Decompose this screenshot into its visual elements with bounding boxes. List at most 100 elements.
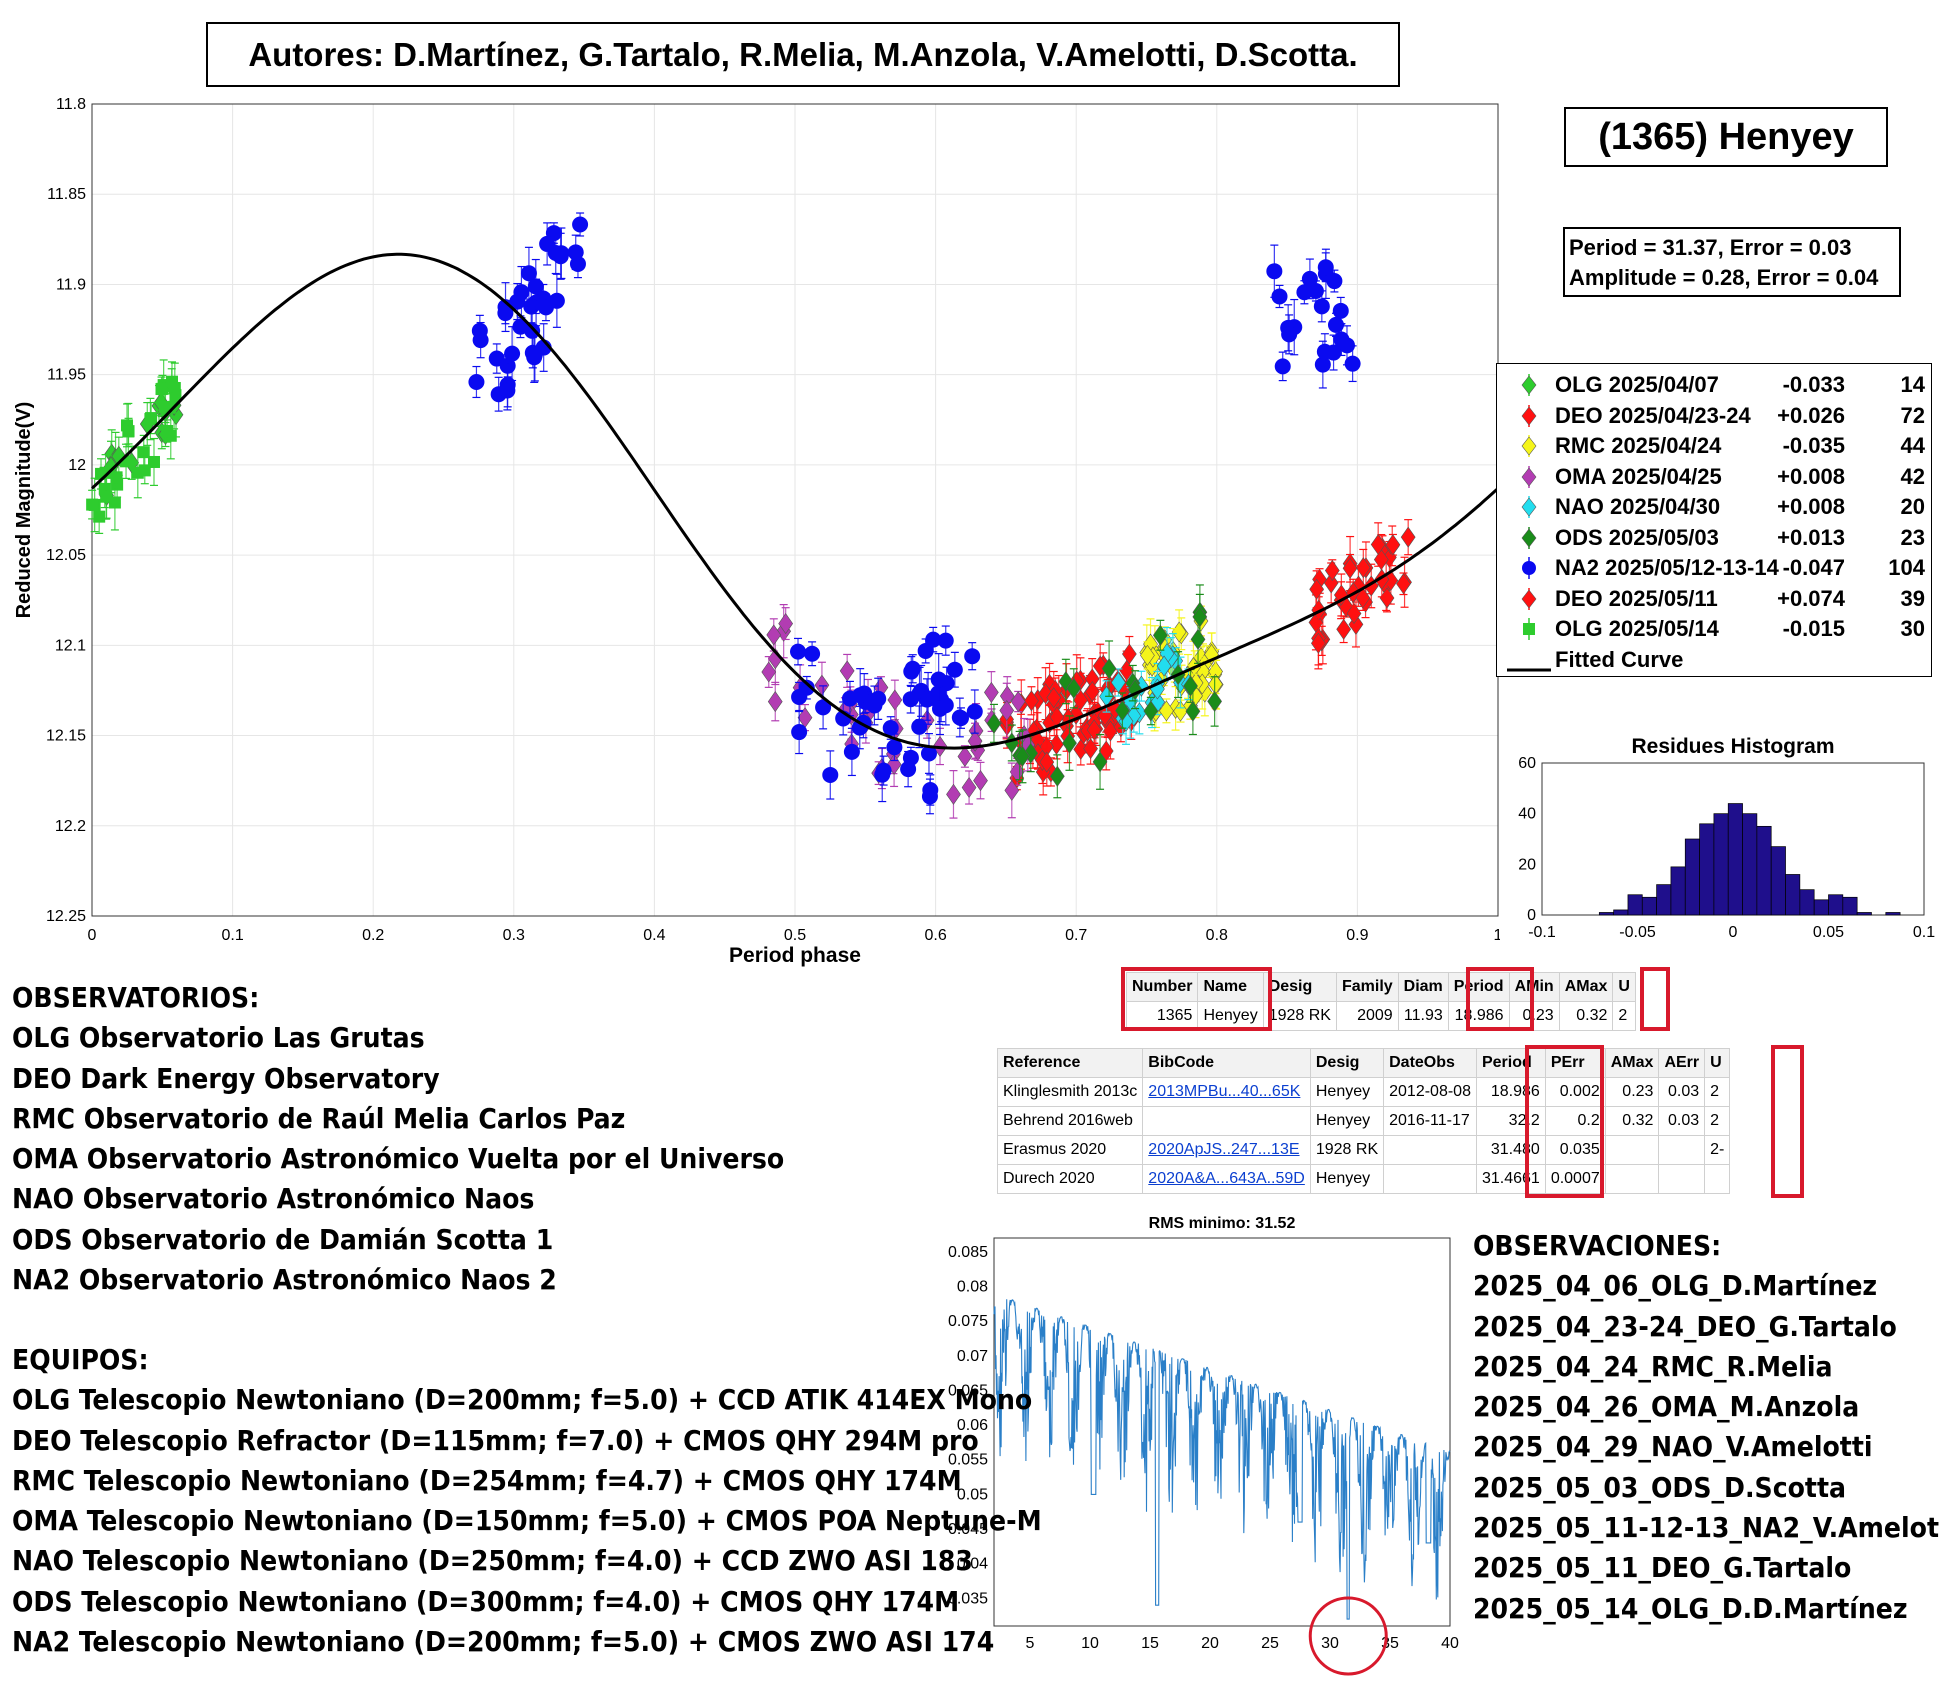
data-point — [93, 510, 106, 523]
references-table: Reference BibCode Desig DateObs Period PErr AM… — [996, 1048, 1731, 1194]
observacion-item: 2025_05_14_OLG_D.D.Martínez — [1473, 1591, 1908, 1625]
table-row: Behrend 2016web Henyey 2016-11-17 32.2 0.2 0.… — [996, 1106, 1731, 1136]
histogram-bar — [1770, 846, 1786, 916]
series-7 — [1308, 519, 1416, 670]
data-point — [1183, 675, 1198, 697]
table-cell[interactable]: 2020ApJS..247...13E — [1142, 1135, 1311, 1165]
data-point — [1314, 356, 1331, 373]
y-tick-label: 12.25 — [46, 908, 86, 925]
data-point — [504, 345, 521, 362]
legend-label: OLG 2025/05/14 — [1555, 616, 1719, 641]
residues-histogram: Residues Histogram -0.1 -0.05 0 0.05 0.1 0 20 40… — [1518, 735, 1935, 941]
table-cell[interactable]: 2020A&A...643A..59D — [1142, 1164, 1311, 1194]
data-point — [946, 783, 961, 805]
rms-x-tick: 40 — [1441, 1635, 1459, 1652]
column-header: Desig — [1262, 972, 1337, 1002]
data-point — [1344, 355, 1361, 372]
legend-count: 39 — [1900, 585, 1925, 611]
rms-y-tick: 0.08 — [957, 1279, 988, 1296]
legend-marker — [1521, 404, 1537, 427]
data-point — [852, 687, 869, 704]
legend-marker — [1521, 465, 1537, 488]
equipo-item: DEO Telescopio Refractor (D=115mm; f=7.0… — [12, 1423, 979, 1457]
rms-y-tick: 0.045 — [948, 1521, 988, 1538]
table-cell[interactable]: 2013MPBu...40...65K — [1142, 1077, 1311, 1107]
column-header: Desig — [1309, 1048, 1385, 1078]
x-tick-label: 0.9 — [1346, 927, 1368, 944]
legend-entry: DEO 2025/05/11 +0.074 39 — [1497, 584, 1931, 614]
table-cell: 2 — [1704, 1077, 1731, 1107]
data-point — [1010, 691, 1026, 713]
data-point — [911, 718, 928, 735]
data-point — [165, 380, 178, 393]
rms-y-tick: 0.065 — [948, 1382, 988, 1399]
legend-marker — [1522, 557, 1536, 579]
legend-entry: OLG 2025/05/14 -0.015 30 — [1497, 614, 1931, 644]
rms-curve — [993, 1299, 1451, 1620]
legend-entry: ODS 2025/05/03 +0.013 23 — [1497, 523, 1931, 553]
data-point — [1266, 263, 1283, 280]
equipo-item: RMC Telescopio Newtoniano (D=254mm; f=4.… — [12, 1463, 962, 1497]
observatorio-item: DEO Dark Energy Observatory — [12, 1061, 440, 1095]
data-point — [1092, 751, 1108, 773]
histogram-bar — [1684, 838, 1700, 916]
data-point — [468, 373, 485, 390]
data-point — [1173, 700, 1188, 722]
highlight-u — [1640, 967, 1670, 1031]
data-point — [917, 642, 934, 659]
legend-count: 72 — [1900, 402, 1925, 428]
data-point — [932, 700, 949, 717]
histogram-bar — [1785, 874, 1801, 916]
rms-x-tick: 30 — [1321, 1635, 1339, 1652]
hist-x-tick: -0.05 — [1619, 924, 1656, 941]
column-header: U — [1704, 1048, 1731, 1078]
table-cell: Durech 2020 — [996, 1164, 1144, 1194]
histogram-bar — [1641, 896, 1657, 916]
data-point — [887, 689, 903, 711]
data-point — [1274, 358, 1291, 375]
legend-marker — [1521, 526, 1537, 549]
y-tick-label: 11.9 — [56, 276, 86, 293]
x-tick-label: 0 — [88, 927, 97, 944]
data-point — [875, 762, 892, 779]
legend-marker — [1521, 587, 1537, 610]
data-point — [527, 278, 544, 295]
observacion-item: 2025_05_11_DEO_G.Tartalo — [1473, 1551, 1852, 1585]
highlight-number-name — [1121, 967, 1272, 1031]
data-point — [804, 645, 821, 662]
legend-count: 42 — [1900, 463, 1925, 489]
chart-legend: OLG 2025/04/07 -0.033 14 DEO 2025/04/23-24 +… — [1496, 363, 1932, 677]
data-point — [951, 709, 968, 726]
data-point — [539, 235, 556, 252]
fit-amplitude: Amplitude = 0.28, Error = 0.04 — [1569, 265, 1879, 290]
legend-count: 104 — [1888, 555, 1925, 580]
y-tick-label: 11.85 — [47, 186, 86, 203]
data-point — [1152, 624, 1168, 646]
object-table-wrap: Number Name Desig Family Diam Period AMin AMax U… — [1125, 972, 1636, 1031]
column-header: AErr — [1658, 1048, 1706, 1078]
table-cell — [1383, 1164, 1477, 1194]
observatorio-item: OLG Observatorio Las Grutas — [12, 1021, 425, 1055]
data-point — [472, 332, 489, 349]
table-row: Durech 2020 2020A&A...643A..59D Henyey 31.4… — [996, 1164, 1731, 1194]
legend-offset: +0.013 — [1777, 524, 1845, 550]
table-cell: Henyey — [1309, 1077, 1385, 1107]
legend-count: 20 — [1900, 494, 1925, 519]
table-header: Number Name Desig Family Diam Period AMin AMax U — [1125, 972, 1636, 1002]
data-point — [1101, 658, 1117, 680]
data-point — [572, 216, 589, 233]
hist-y-tick: 40 — [1518, 806, 1536, 823]
observatorio-item: RMC Observatorio de Raúl Melia Carlos Pa… — [12, 1101, 626, 1135]
legend-label: DEO 2025/05/11 — [1555, 585, 1718, 611]
column-header: AMax — [1604, 1048, 1660, 1078]
table-cell — [1604, 1135, 1660, 1165]
x-tick-label: 0.7 — [1065, 927, 1087, 944]
data-point — [1370, 534, 1386, 556]
rms-x-tick: 10 — [1081, 1635, 1099, 1652]
hist-x-tick: 0.1 — [1913, 924, 1935, 941]
data-point — [1066, 677, 1082, 699]
legend-offset: -0.015 — [1782, 616, 1845, 641]
legend-count: 23 — [1900, 524, 1925, 550]
data-point — [1396, 573, 1411, 595]
data-point — [144, 413, 157, 426]
